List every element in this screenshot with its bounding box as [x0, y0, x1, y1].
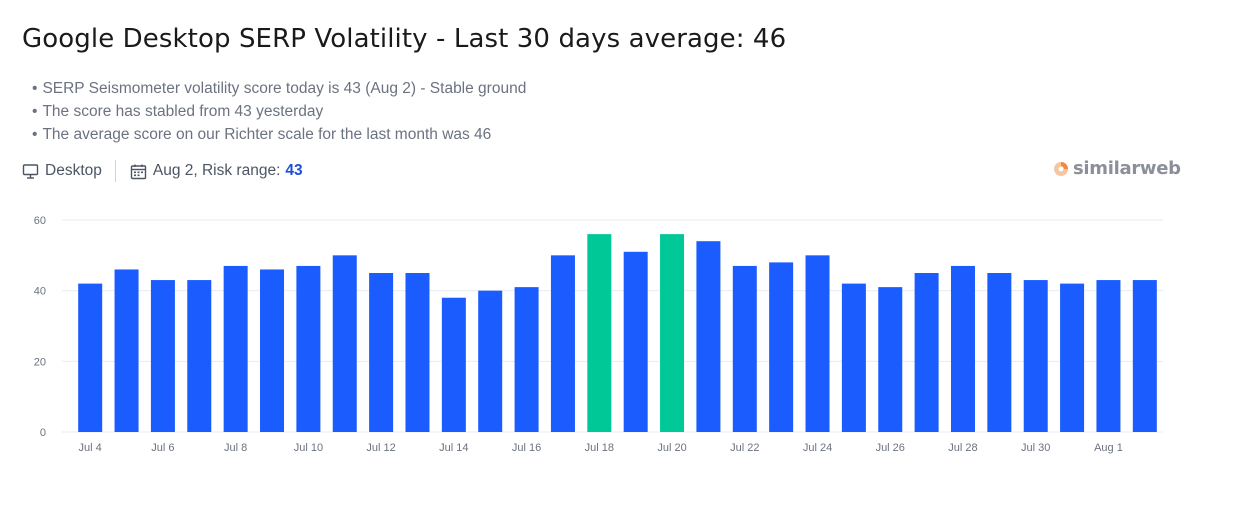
date-selector[interactable]: Aug 2, Risk range:	[152, 162, 281, 179]
bar-jul-8[interactable]	[223, 265, 248, 432]
x-tick-label: Jul 12	[366, 442, 395, 454]
bar-aug-1[interactable]	[1096, 280, 1121, 432]
bar-jul-5[interactable]	[114, 269, 139, 432]
risk-value: 43	[285, 162, 303, 179]
bar-jul-11[interactable]	[332, 255, 357, 432]
y-axis: 0 20 40 60	[34, 215, 46, 439]
bar-jul-15[interactable]	[478, 290, 503, 432]
page-title: Google Desktop SERP Volatility - Last 30…	[22, 24, 787, 54]
x-tick-label: Jul 10	[294, 442, 323, 454]
summary-list: SERP Seismometer volatility score today …	[32, 77, 526, 146]
monitor-icon	[22, 163, 39, 179]
bar-jul-14[interactable]	[441, 297, 466, 432]
bar-jul-18[interactable]	[587, 234, 612, 432]
y-tick-label: 0	[40, 427, 46, 439]
bar-jul-7[interactable]	[187, 280, 212, 432]
bar-jul-31[interactable]	[1060, 283, 1085, 432]
bar-jul-20[interactable]	[660, 234, 685, 432]
y-tick-label: 60	[34, 215, 46, 227]
bar-jul-26[interactable]	[878, 287, 903, 432]
summary-item: SERP Seismometer volatility score today …	[32, 77, 526, 100]
x-tick-label: Jul 6	[151, 442, 174, 454]
bar-jul-4[interactable]	[78, 283, 103, 432]
x-tick-label: Jul 28	[948, 442, 977, 454]
x-tick-label: Jul 20	[657, 442, 686, 454]
x-tick-label: Jul 4	[79, 442, 102, 454]
bar-jul-23[interactable]	[769, 262, 794, 432]
x-tick-label: Jul 14	[439, 442, 468, 454]
bar-jul-25[interactable]	[841, 283, 866, 432]
divider	[114, 160, 116, 182]
y-tick-label: 40	[34, 286, 46, 298]
bar-jul-16[interactable]	[514, 287, 539, 432]
x-axis: Jul 4 Jul 6 Jul 8 Jul 10 Jul 12 Jul 14 Jul 16 J…	[79, 442, 1123, 454]
bar-jul-29[interactable]	[987, 273, 1012, 432]
device-selector[interactable]: Desktop	[45, 162, 102, 179]
volatility-bar-chart: 0 20 40 60 Jul 4 Jul 6 Jul 8 Jul 10 Jul 12 Jul 1…	[34, 215, 1163, 454]
calendar-icon	[130, 164, 147, 179]
bar-jul-21[interactable]	[696, 241, 721, 432]
brand-name: similarweb	[1073, 158, 1181, 179]
x-tick-label: Jul 24	[803, 442, 832, 454]
bar-jul-24[interactable]	[805, 255, 830, 432]
x-tick-label: Jul 18	[585, 442, 614, 454]
x-tick-label: Jul 22	[730, 442, 759, 454]
bar-jul-28[interactable]	[950, 265, 975, 432]
x-tick-label: Aug 1	[1094, 442, 1123, 454]
bar-jul-19[interactable]	[623, 251, 648, 432]
x-tick-label: Jul 26	[876, 442, 905, 454]
brand-logo: similarweb	[1053, 158, 1181, 179]
similarweb-logo-icon	[1054, 161, 1068, 176]
summary-item: The average score on our Richter scale f…	[32, 123, 526, 146]
bar-jul-12[interactable]	[369, 273, 394, 432]
bar-jul-9[interactable]	[260, 269, 285, 432]
x-tick-label: Jul 30	[1021, 442, 1050, 454]
bar-jul-22[interactable]	[732, 265, 757, 432]
bar-jul-13[interactable]	[405, 273, 430, 432]
bar-jul-27[interactable]	[914, 273, 939, 432]
x-tick-label: Jul 16	[512, 442, 541, 454]
bar-jul-30[interactable]	[1023, 280, 1048, 432]
summary-item: The score has stabled from 43 yesterday	[32, 100, 526, 123]
bar-jul-10[interactable]	[296, 265, 321, 432]
bar-jul-17[interactable]	[550, 255, 575, 432]
bars	[78, 234, 1157, 432]
filter-bar: Desktop Aug 2, Risk range: 43	[22, 159, 303, 183]
bar-aug-2[interactable]	[1132, 280, 1157, 432]
x-tick-label: Jul 8	[224, 442, 247, 454]
y-tick-label: 20	[34, 356, 46, 368]
bar-jul-6[interactable]	[150, 280, 175, 432]
